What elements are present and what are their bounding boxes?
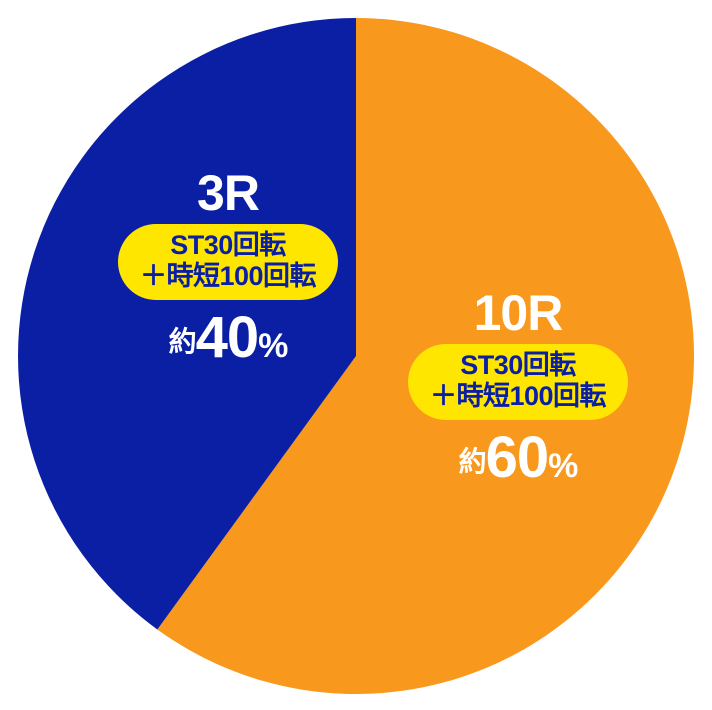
slice-pill-10r: ST30回転 ＋時短100回転: [408, 344, 628, 420]
slice-pill-10r-line2: ＋時短100回転: [430, 381, 606, 412]
slice-pct-3r-unit: %: [258, 327, 287, 365]
slice-title-10r: 10R: [474, 288, 563, 338]
slice-pct-3r: 約40%: [169, 304, 288, 371]
pie-chart: 3R ST30回転 ＋時短100回転 約40% 10R ST30回転 ＋時短10…: [18, 18, 694, 694]
slice-pct-3r-approx: 約: [169, 326, 196, 357]
slice-pill-10r-line1: ST30回転: [430, 350, 606, 381]
slice-label-3r: 3R ST30回転 ＋時短100回転 約40%: [98, 168, 358, 371]
slice-pct-10r: 約60%: [459, 424, 578, 491]
slice-pct-10r-unit: %: [548, 447, 577, 485]
slice-pill-3r-line2: ＋時短100回転: [140, 261, 316, 292]
slice-pill-3r: ST30回転 ＋時短100回転: [118, 224, 338, 300]
slice-title-3r: 3R: [197, 168, 259, 218]
slice-pill-3r-line1: ST30回転: [140, 230, 316, 261]
slice-pct-10r-num: 60: [486, 425, 549, 490]
slice-label-10r: 10R ST30回転 ＋時短100回転 約60%: [388, 288, 648, 491]
slice-pct-10r-approx: 約: [459, 446, 486, 477]
slice-pct-3r-num: 40: [196, 305, 259, 370]
